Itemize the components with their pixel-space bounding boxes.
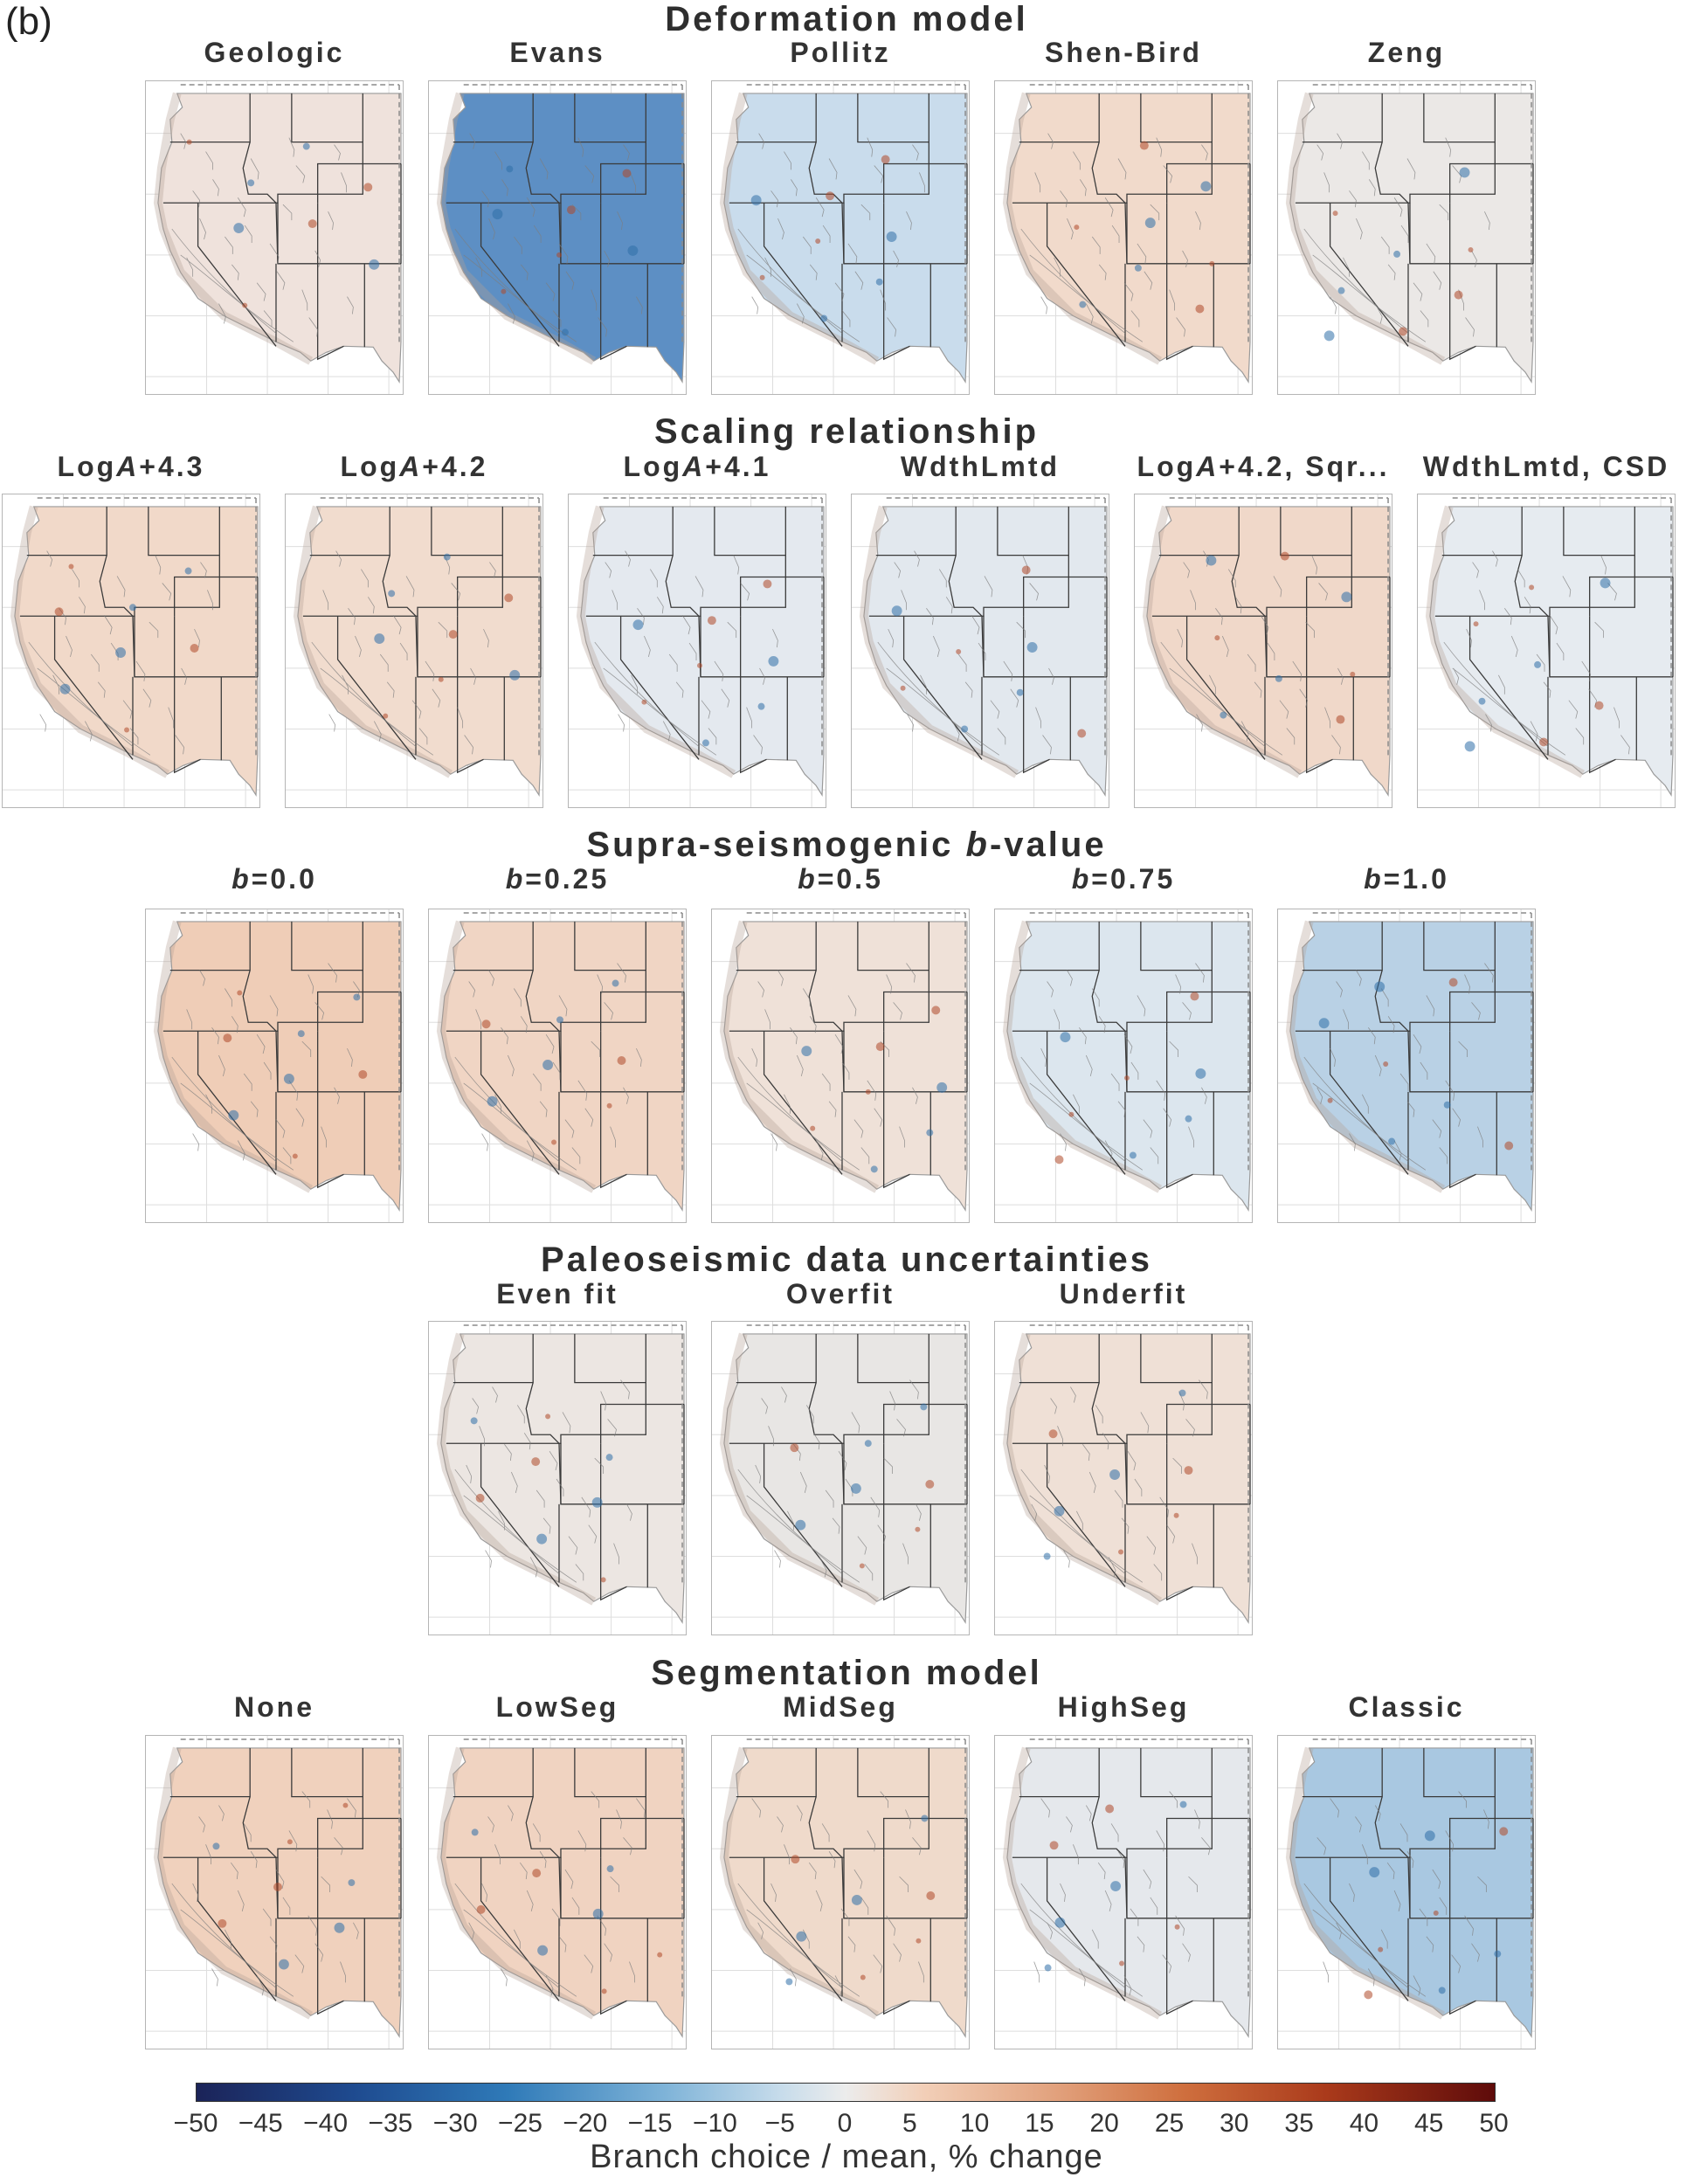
branch-map xyxy=(994,1735,1253,2049)
group-title: Segmentation model xyxy=(651,1654,1042,1692)
colorbar-tick: 35 xyxy=(1284,2109,1314,2138)
branch-map xyxy=(145,80,404,395)
branch-label: b=0.5 xyxy=(798,863,883,895)
branch-label: None xyxy=(234,1691,314,1723)
group-title: Scaling relationship xyxy=(653,412,1040,451)
branch-map xyxy=(711,80,970,395)
branch-map xyxy=(994,80,1253,395)
colorbar-tick: −50 xyxy=(173,2109,218,2138)
branch-map xyxy=(428,1735,687,2049)
colorbar-tick: 15 xyxy=(1025,2109,1054,2138)
branch-map xyxy=(994,909,1253,1223)
branch-label: Zeng xyxy=(1367,37,1446,68)
branch-map xyxy=(1277,1735,1536,2049)
colorbar-tick: 10 xyxy=(959,2109,990,2138)
branch-label: MidSeg xyxy=(783,1691,898,1723)
colorbar-tick: 5 xyxy=(902,2109,917,2138)
colorbar xyxy=(196,2083,1496,2102)
branch-map xyxy=(568,494,826,808)
colorbar-tick: 0 xyxy=(837,2109,853,2138)
group-title: Paleoseismic data uncertainties xyxy=(541,1241,1152,1279)
branch-label: Even fit xyxy=(496,1278,618,1310)
branch-map xyxy=(2,494,260,808)
branch-label: LogA+4.2 xyxy=(340,451,488,482)
branch-map xyxy=(1277,909,1536,1223)
branch-label: LowSeg xyxy=(495,1691,619,1723)
colorbar-tick: 40 xyxy=(1349,2109,1379,2138)
branch-map xyxy=(145,1735,404,2049)
branch-label: b=0.0 xyxy=(231,863,317,895)
branch-map xyxy=(428,1321,687,1635)
branch-label: LogA+4.2, Sqr... xyxy=(1137,451,1390,482)
branch-map xyxy=(711,1735,970,2049)
branch-label: b=0.25 xyxy=(505,863,610,895)
colorbar-tick: −30 xyxy=(432,2109,478,2138)
branch-label: HighSeg xyxy=(1057,1691,1190,1723)
colorbar-tick: 25 xyxy=(1154,2109,1185,2138)
colorbar-tick: 20 xyxy=(1089,2109,1119,2138)
colorbar-tick: 30 xyxy=(1220,2109,1249,2138)
branch-label: WdthLmtd xyxy=(900,451,1061,482)
colorbar-tick: −5 xyxy=(764,2109,795,2138)
colorbar-tick: −40 xyxy=(303,2109,349,2138)
branch-map xyxy=(994,1321,1253,1635)
colorbar-tick: −45 xyxy=(238,2109,283,2138)
branch-map xyxy=(1134,494,1392,808)
branch-label: Shen-Bird xyxy=(1045,37,1202,68)
colorbar-tick: −35 xyxy=(368,2109,413,2138)
branch-map xyxy=(1417,494,1676,808)
branch-label: LogA+4.3 xyxy=(57,451,205,482)
group-title: Deformation model xyxy=(665,0,1028,38)
branch-label: b=0.75 xyxy=(1071,863,1176,895)
colorbar-tick: −15 xyxy=(627,2109,673,2138)
branch-map xyxy=(285,494,543,808)
branch-label: Pollitz xyxy=(790,37,891,68)
colorbar-tick: 45 xyxy=(1414,2109,1444,2138)
branch-label: Classic xyxy=(1348,1691,1465,1723)
colorbar-tick: −10 xyxy=(692,2109,737,2138)
colorbar-label: Branch choice / mean, % change xyxy=(590,2139,1103,2175)
branch-map xyxy=(851,494,1109,808)
panel-label: (b) xyxy=(5,0,52,43)
branch-map xyxy=(711,909,970,1223)
branch-map xyxy=(711,1321,970,1635)
colorbar-tick: −25 xyxy=(498,2109,542,2138)
branch-label: Overfit xyxy=(785,1278,895,1310)
branch-map xyxy=(1277,80,1536,395)
colorbar-tick: 50 xyxy=(1479,2109,1509,2138)
branch-label: b=1.0 xyxy=(1364,863,1449,895)
branch-label: Underfit xyxy=(1059,1278,1188,1310)
group-title: Supra-seismogenic b-value xyxy=(586,826,1107,864)
colorbar-tick: −20 xyxy=(563,2109,608,2138)
branch-label: WdthLmtd, CSD xyxy=(1422,451,1670,482)
branch-label: Geologic xyxy=(204,37,345,68)
branch-label: LogA+4.1 xyxy=(623,451,771,482)
branch-map xyxy=(145,909,404,1223)
branch-map xyxy=(428,909,687,1223)
branch-map xyxy=(428,80,687,395)
branch-label: Evans xyxy=(509,37,605,68)
